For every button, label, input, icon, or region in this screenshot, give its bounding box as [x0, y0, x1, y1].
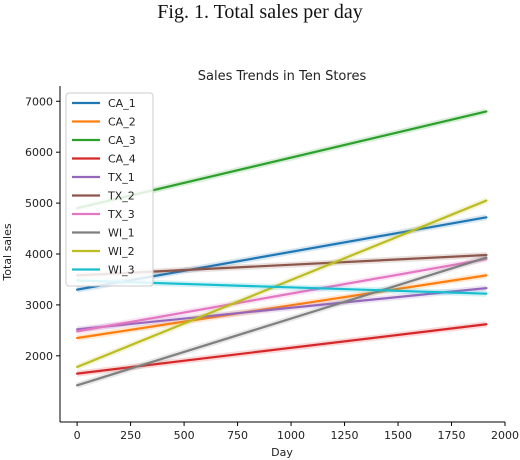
legend-label-tx_1: TX_1 [107, 171, 135, 184]
series-line-tx_3 [76, 257, 488, 333]
y-tick-label: 4000 [25, 248, 53, 261]
legend-label-tx_3: TX_3 [107, 208, 135, 221]
series-line-wi_2 [76, 199, 488, 369]
x-tick-label: 2000 [491, 429, 519, 442]
figure-caption: Fig. 1. Total sales per day [157, 1, 363, 23]
legend-label-wi_1: WI_1 [108, 227, 135, 240]
y-tick-label: 2000 [25, 350, 53, 363]
y-tick-label: 6000 [25, 146, 53, 159]
legend-label-ca_3: CA_3 [108, 134, 136, 147]
x-tick-label: 0 [74, 429, 81, 442]
legend-label-wi_3: WI_3 [108, 264, 135, 277]
legend-label-tx_2: TX_2 [107, 190, 135, 203]
x-tick-label: 250 [120, 429, 141, 442]
legend-label-ca_2: CA_2 [108, 116, 136, 129]
x-axis-label: Day [271, 446, 293, 459]
series-line-ca_4 [76, 323, 488, 375]
series-line-ca_2 [76, 274, 488, 340]
series-line-wi_1 [76, 256, 488, 387]
legend-label-ca_4: CA_4 [108, 153, 136, 166]
x-tick-label: 1500 [384, 429, 412, 442]
x-tick-label: 1250 [331, 429, 359, 442]
legend-label-wi_2: WI_2 [108, 245, 135, 258]
legend-label-ca_1: CA_1 [108, 97, 136, 110]
x-tick-label: 750 [227, 429, 248, 442]
series-line-tx_1 [76, 287, 488, 331]
legend-box [65, 92, 154, 287]
axes: 0 250 500 750 1000 1250 1500 1750 2000 2000 3000 40… [25, 86, 519, 442]
x-tick-label: 1000 [277, 429, 305, 442]
legend: CA_1 CA_2 CA_3 CA_4 TX_1 TX_2 TX_3 WI_1 WI_2 WI_3 [65, 92, 154, 287]
y-tick-label: 5000 [25, 197, 53, 210]
y-tick-label: 3000 [25, 299, 53, 312]
chart-title: Sales Trends in Ten Stores [198, 69, 367, 84]
y-axis-label: Total sales [1, 223, 14, 281]
x-tick-label: 500 [174, 429, 195, 442]
y-tick-label: 7000 [25, 95, 53, 108]
x-tick-label: 1750 [438, 429, 466, 442]
